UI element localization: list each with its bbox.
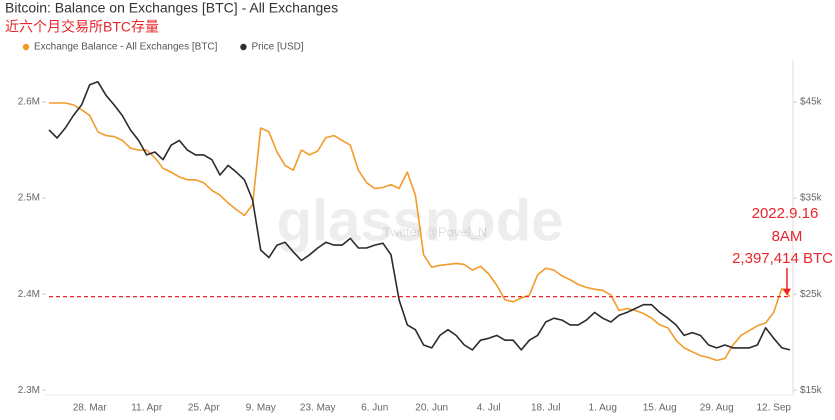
x-tick-label: 23. May [300, 403, 336, 414]
series-line [48, 81, 791, 351]
x-tick-label: 28. Mar [73, 403, 108, 414]
x-tick-label: 1. Aug [589, 403, 617, 414]
y2-tick-label: $15k [800, 385, 823, 396]
y2-tick-label: $45k [800, 97, 823, 108]
legend-marker [22, 43, 30, 51]
x-tick-label: 12. Sep [756, 403, 791, 414]
x-tick-label: 4. Jul [477, 403, 501, 414]
y-tick-label: 2.3M [18, 385, 40, 396]
annotation-text: 2,397,414 BTC [732, 250, 833, 267]
annotation-arrowhead [783, 288, 791, 296]
x-tick-label: 9. May [246, 403, 276, 414]
chart-subtitle: 近六个月交易所BTC存量 [5, 19, 159, 35]
x-tick-label: 20. Jun [415, 403, 448, 414]
watermark-note: Twitter @Povel_N [383, 224, 487, 239]
x-tick-label: 25. Apr [188, 403, 220, 414]
x-tick-label: 15. Aug [643, 403, 677, 414]
annotation-text: 8AM [772, 228, 803, 245]
x-tick-label: 29. Aug [700, 403, 734, 414]
y2-tick-label: $25k [800, 289, 823, 300]
y-tick-label: 2.4M [18, 289, 40, 300]
y-tick-label: 2.5M [18, 193, 40, 204]
legend-label: Exchange Balance - All Exchanges [BTC] [34, 42, 218, 53]
annotation-text: 2022.9.16 [752, 205, 819, 222]
legend-label: Price [USD] [251, 42, 303, 53]
y2-tick-label: $35k [800, 193, 823, 204]
watermark: glassnode [277, 188, 564, 253]
series-line [49, 102, 791, 362]
x-tick-label: 11. Apr [131, 403, 163, 414]
x-tick-label: 18. Jul [531, 403, 560, 414]
y-tick-label: 2.6M [18, 97, 40, 108]
legend-marker [240, 43, 247, 51]
x-tick-label: 6. Jun [361, 403, 388, 414]
chart-title: Bitcoin: Balance on Exchanges [BTC] - Al… [5, 0, 338, 16]
